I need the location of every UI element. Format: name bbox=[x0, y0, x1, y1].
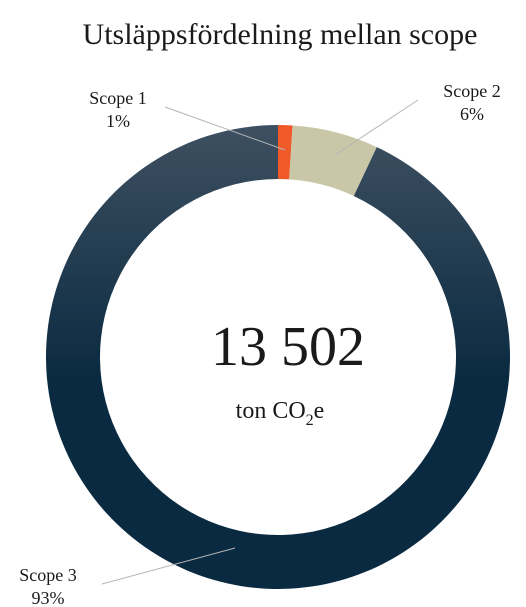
center-value: 13 502 bbox=[211, 316, 365, 378]
leader-line bbox=[101, 547, 236, 585]
segment-label: Scope 1 bbox=[89, 88, 147, 108]
segment-label: Scope 2 bbox=[443, 81, 501, 101]
donut-segment bbox=[289, 125, 377, 196]
center-unit-part: 2 bbox=[306, 412, 314, 429]
segment-value-label: 93% bbox=[32, 588, 65, 607]
center-unit-part: ton CO bbox=[236, 398, 306, 424]
center-unit: ton CO2e bbox=[236, 398, 325, 429]
chart-title: Utsläppsfördelning mellan scope bbox=[83, 18, 478, 51]
leader-line bbox=[164, 106, 286, 151]
center-unit-part: e bbox=[314, 398, 325, 424]
segment-value-label: 6% bbox=[460, 104, 484, 124]
segment-value-label: 1% bbox=[106, 111, 130, 131]
leader-line bbox=[334, 99, 419, 156]
donut-segment bbox=[278, 125, 293, 180]
segment-label: Scope 3 bbox=[19, 565, 77, 585]
